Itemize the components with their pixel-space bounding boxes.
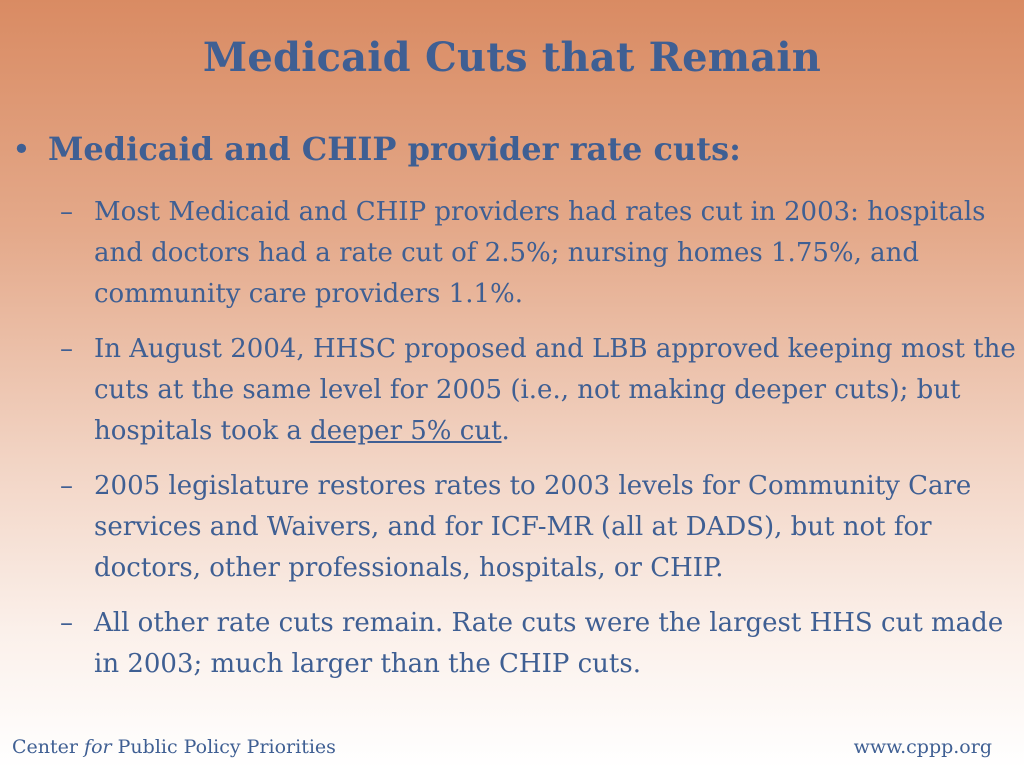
deeper-cut-emphasis: deeper 5% cut xyxy=(310,416,502,446)
sub-bullet-text: In August 2004, HHSC proposed and LBB ap… xyxy=(94,334,1016,446)
dash-marker: – xyxy=(60,334,73,364)
footer-url: www.cppp.org xyxy=(853,736,992,758)
sub-bullet-2005-legislature: – 2005 legislature restores rates to 200… xyxy=(60,466,1020,589)
footer-org-for: for xyxy=(84,736,112,758)
sub-bullet-august-2004: – In August 2004, HHSC proposed and LBB … xyxy=(60,329,1020,452)
sub-bullet-text: All other rate cuts remain. Rate cuts we… xyxy=(94,608,1004,679)
slide-title: Medicaid Cuts that Remain xyxy=(202,34,822,81)
bullet-marker: • xyxy=(12,130,31,168)
sub-bullet-list: – Most Medicaid and CHIP providers had r… xyxy=(60,192,1020,699)
dash-marker: – xyxy=(60,608,73,638)
footer-org-prefix: Center xyxy=(12,736,85,758)
sub-bullet-rate-cuts-2003: – Most Medicaid and CHIP providers had r… xyxy=(60,192,1020,315)
dash-marker: – xyxy=(60,197,73,227)
sub-bullet-other-cuts: – All other rate cuts remain. Rate cuts … xyxy=(60,603,1020,685)
sub-bullet-text-end: . xyxy=(501,416,510,446)
sub-bullet-text: Most Medicaid and CHIP providers had rat… xyxy=(94,197,986,309)
footer-organization: Center for Public Policy Priorities xyxy=(12,736,336,758)
main-bullet-text: Medicaid and CHIP provider rate cuts: xyxy=(48,130,741,168)
sub-bullet-text: 2005 legislature restores rates to 2003 … xyxy=(94,471,972,583)
dash-marker: – xyxy=(60,471,73,501)
footer-org-suffix: Public Policy Priorities xyxy=(111,736,336,758)
main-bullet: • Medicaid and CHIP provider rate cuts: xyxy=(12,130,1012,168)
